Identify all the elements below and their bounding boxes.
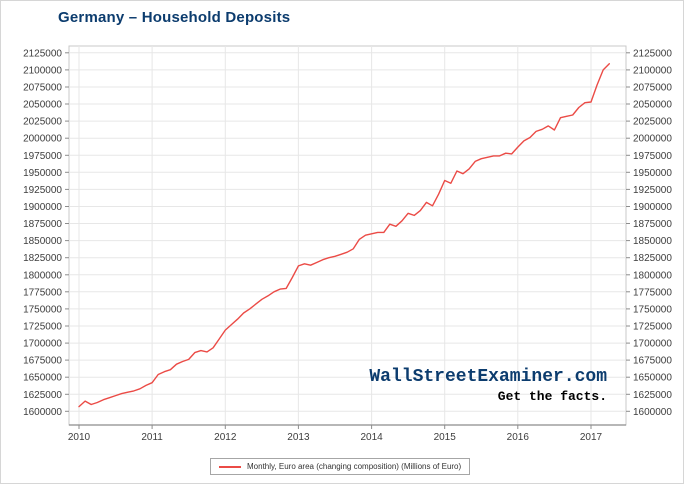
y-axis-label-left: 2100000 — [23, 65, 62, 76]
y-axis-label-right: 1625000 — [633, 390, 672, 401]
y-axis-label-left: 2125000 — [23, 48, 62, 59]
y-axis-label-right: 2025000 — [633, 117, 672, 128]
y-axis-label-right: 1675000 — [633, 356, 672, 367]
y-axis-label-left: 1725000 — [23, 322, 62, 333]
y-axis-label-left: 1600000 — [23, 407, 62, 418]
y-axis-label-left: 1700000 — [23, 339, 62, 350]
y-axis-label-left: 1950000 — [23, 168, 62, 179]
y-axis-label-left: 1925000 — [23, 185, 62, 196]
y-axis-label-left: 1825000 — [23, 253, 62, 264]
x-axis-label: 2013 — [287, 432, 310, 443]
y-axis-label-right: 1700000 — [633, 339, 672, 350]
x-axis-label: 2015 — [434, 432, 457, 443]
y-axis-label-left: 1675000 — [23, 356, 62, 367]
y-axis-label-right: 1750000 — [633, 304, 672, 315]
y-axis-label-right: 1600000 — [633, 407, 672, 418]
y-axis-label-left: 1875000 — [23, 219, 62, 230]
series-line — [78, 63, 610, 408]
y-axis-label-right: 2100000 — [633, 65, 672, 76]
y-axis-label-right: 1800000 — [633, 270, 672, 281]
y-axis-label-right: 2000000 — [633, 134, 672, 145]
legend-box: Monthly, Euro area (changing composition… — [210, 458, 471, 475]
x-axis-label: 2014 — [360, 432, 383, 443]
y-axis-label-right: 2125000 — [633, 48, 672, 59]
y-axis-label-right: 1900000 — [633, 202, 672, 213]
y-axis-label-left: 1900000 — [23, 202, 62, 213]
page-title: Germany – Household Deposits — [58, 9, 291, 26]
y-axis-label-right: 1775000 — [633, 287, 672, 298]
y-axis-label-left: 1800000 — [23, 270, 62, 281]
y-axis-label-left: 1750000 — [23, 304, 62, 315]
legend-line-swatch — [219, 465, 241, 468]
y-axis-label-left: 2025000 — [23, 117, 62, 128]
x-axis-label: 2012 — [214, 432, 237, 443]
y-axis-label-right: 1975000 — [633, 151, 672, 162]
y-axis-label-left: 2050000 — [23, 100, 62, 111]
y-axis-label-left: 1850000 — [23, 236, 62, 247]
x-axis-label: 2017 — [580, 432, 603, 443]
y-axis-label-right: 2075000 — [633, 83, 672, 94]
y-axis-label-right: 1850000 — [633, 236, 672, 247]
y-axis-label-right: 1875000 — [633, 219, 672, 230]
y-axis-label-right: 1725000 — [633, 322, 672, 333]
y-axis-label-left: 1975000 — [23, 151, 62, 162]
x-axis-label: 2010 — [68, 432, 91, 443]
y-axis-label-left: 1625000 — [23, 390, 62, 401]
y-axis-label-right: 1825000 — [633, 253, 672, 264]
x-axis-label: 2016 — [507, 432, 530, 443]
y-axis-label-left: 2000000 — [23, 134, 62, 145]
y-axis-label-left: 2075000 — [23, 83, 62, 94]
y-axis-label-left: 1650000 — [23, 373, 62, 384]
y-axis-label-left: 1775000 — [23, 287, 62, 298]
y-axis-label-right: 2050000 — [633, 100, 672, 111]
x-axis-label: 2011 — [141, 432, 163, 443]
watermark-tagline: Get the facts. — [497, 389, 607, 404]
watermark-brand: WallStreetExaminer.com — [369, 367, 607, 387]
y-axis-label-right: 1650000 — [633, 373, 672, 384]
y-axis-label-right: 1950000 — [633, 168, 672, 179]
plot-area — [68, 45, 627, 426]
legend-label: Monthly, Euro area (changing composition… — [247, 462, 462, 471]
y-axis-label-right: 1925000 — [633, 185, 672, 196]
